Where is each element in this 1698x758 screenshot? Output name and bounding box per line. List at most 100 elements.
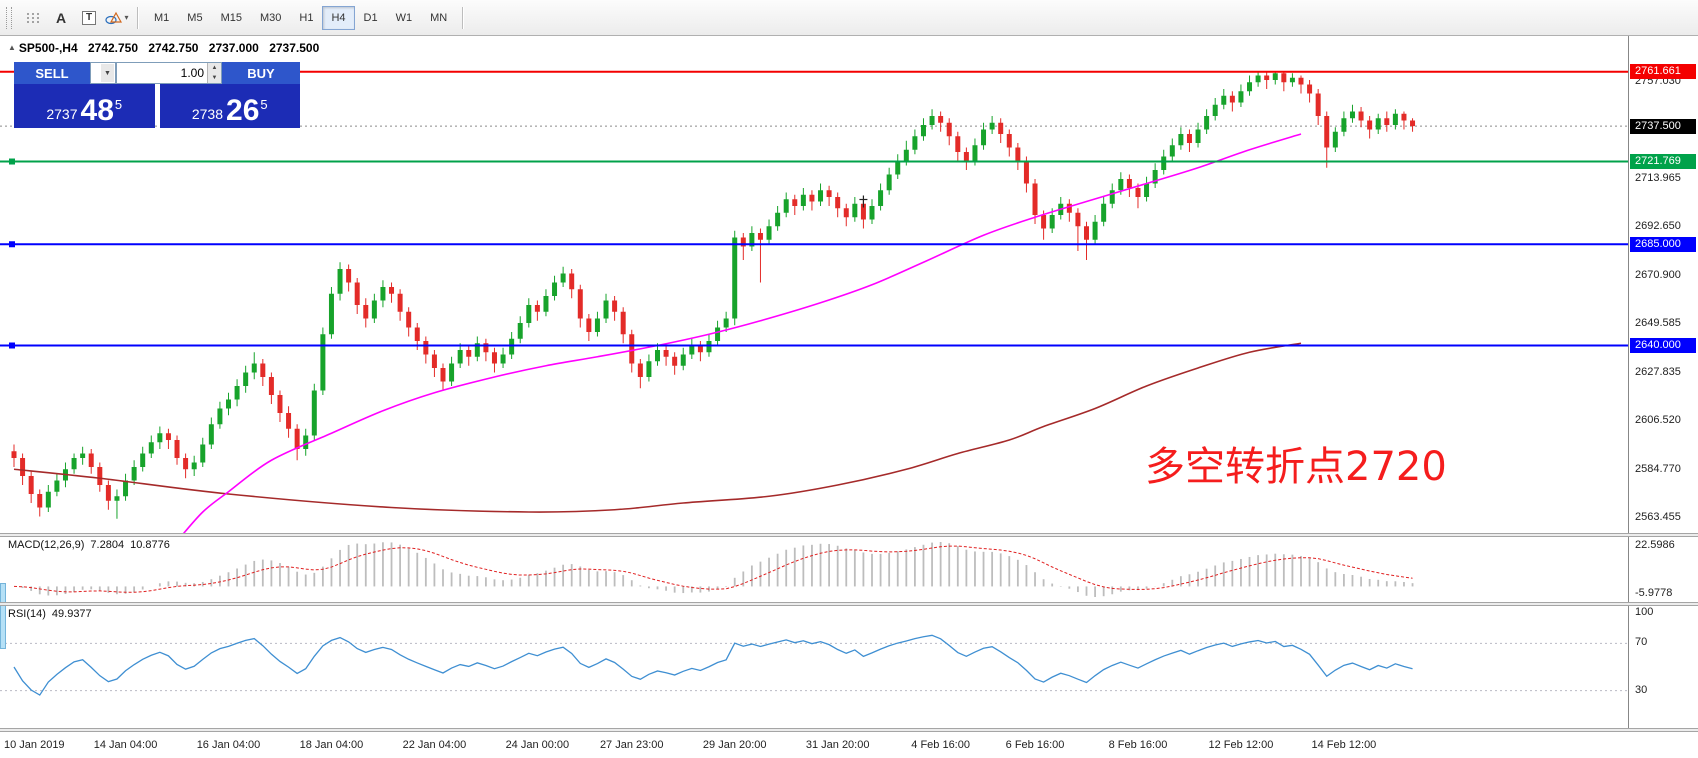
time-axis[interactable]: 10 Jan 2019 14 Jan 04:00 16 Jan 04:00 18 Ja… [0,732,1698,758]
toolbar-separator [137,6,139,29]
rsi-panel[interactable]: RSI(14) 49.9377 [0,606,1628,728]
price-axis-label: 2584.770 [1635,462,1681,475]
order-type-dropdown[interactable]: ▼ [90,62,116,84]
rsi-scale-label: 70 [1635,636,1648,649]
price-axis-label: 2606.520 [1635,413,1681,426]
toolbar: A T ▾ M1 M5 M15 M30 H1 H4 D1 W1 MN [0,0,1698,36]
price-badge: 2721.769 [1630,154,1696,170]
chevron-down-icon: ▾ [124,13,129,22]
bid-sup-digit: 5 [114,97,123,112]
macd-scale-label: 22.5986 [1635,539,1675,551]
price-scale-main: 2757.030 2713.965 2692.650 2670.900 2649.585… [1629,36,1698,533]
time-axis-label: 6 Feb 16:00 [1005,739,1065,751]
rsi-title: RSI(14) [8,608,46,620]
candlestick-plot[interactable] [0,36,1628,533]
time-axis-label: 29 Jan 20:00 [702,739,767,751]
price-axis-label: 2627.835 [1635,365,1681,378]
volume-field-wrap: ▲ ▼ [116,62,222,84]
time-axis-label: 18 Jan 04:00 [299,739,364,751]
toolbar-grip[interactable] [6,6,12,29]
price-scale[interactable]: 2757.030 2713.965 2692.650 2670.900 2649.585… [1628,36,1698,732]
time-axis-label: 10 Jan 2019 [4,739,65,751]
panel-splitter[interactable] [0,728,1698,732]
timeframe-button-m1[interactable]: M1 [154,11,170,24]
bid-big-digits: 48 [80,94,114,127]
volume-input[interactable] [117,63,207,83]
price-axis-label: 2563.455 [1635,510,1681,523]
chart-text-annotation: 多空转折点2720 [1145,444,1447,490]
shapes-button[interactable]: ▾ [103,5,131,31]
ohlc-close: 2737.500 [269,41,320,55]
stepper-down-icon[interactable]: ▼ [207,73,221,83]
bid-quote-panel: 2737 48 5 [14,84,155,128]
sell-button[interactable]: SELL [14,62,90,84]
macd-panel[interactable]: MACD(12,26,9) 7.2804 10.8776 [0,537,1628,602]
ask-quote-panel: 2738 26 5 [159,84,300,128]
time-axis-label: 24 Jan 00:00 [505,739,570,751]
text-label-button[interactable]: T [75,5,103,31]
rsi-header: RSI(14) 49.9377 [8,608,98,620]
time-axis-label: 27 Jan 23:00 [599,739,664,751]
bid-prefix: 2737 [46,106,78,122]
price-scale-macd: 22.5986 -5.9778 [1629,537,1698,602]
time-axis-label: 12 Feb 12:00 [1208,739,1274,751]
rsi-scale-label: 30 [1635,683,1648,696]
timeframe-group: M1 M5 M15 M30 H1 H4 D1 W1 MN [145,5,456,30]
time-axis-label: 8 Feb 16:00 [1108,739,1168,751]
text-label-icon: T [81,10,97,25]
time-axis-label: 22 Jan 04:00 [402,739,467,751]
timeframe-button-w1[interactable]: W1 [395,11,413,24]
timeframe-button-m30[interactable]: M30 [259,11,282,24]
time-axis-label: 14 Jan 04:00 [93,739,158,751]
macd-plot[interactable] [0,537,1628,602]
grid-icon [27,12,39,23]
chart-header: ▲ SP500-,H4 2742.750 2742.750 2737.000 27… [8,41,319,55]
price-badge: 2761.661 [1630,64,1696,80]
panel-splitter[interactable] [0,602,1698,606]
timeframe-button-mn[interactable]: MN [430,11,448,24]
timeframe-button-d1[interactable]: D1 [363,11,378,24]
collapse-arrow-icon: ▲ [8,43,16,52]
grid-tool-button[interactable] [19,5,47,31]
panel-splitter[interactable] [0,533,1698,537]
price-badge: 2640.000 [1630,338,1696,353]
dropdown-caret-icon[interactable]: ▼ [101,64,114,82]
macd-main-value: 7.2804 [90,539,125,551]
price-scale-rsi: 100 70 30 [1629,606,1698,728]
ohlc-low: 2737.000 [208,41,259,55]
price-axis-label: 2649.585 [1635,316,1681,329]
ask-prefix: 2738 [191,106,224,122]
price-axis-label: 2670.900 [1635,268,1681,281]
time-axis-label: 4 Feb 16:00 [911,739,970,751]
stepper-up-icon[interactable]: ▲ [207,63,221,73]
timeframe-button-h1[interactable]: H1 [299,11,314,24]
toolbar-separator [462,6,465,29]
main-chart-panel[interactable]: ▲ SP500-,H4 2742.750 2742.750 2737.000 27… [0,36,1628,533]
timeframe-button-m5[interactable]: M5 [187,11,203,24]
price-badge: 2737.500 [1630,118,1696,134]
macd-signal-value: 10.8776 [130,539,170,551]
time-axis-label: 16 Jan 04:00 [196,739,261,751]
shapes-icon [105,11,123,24]
insert-text-button[interactable]: A [47,5,75,31]
macd-header: MACD(12,26,9) 7.2804 10.8776 [8,539,176,551]
buy-button[interactable]: BUY [222,62,300,84]
left-edge-artifact [0,583,6,649]
macd-scale-label: -5.9778 [1635,587,1673,599]
time-axis-label: 31 Jan 20:00 [805,739,870,751]
rsi-value: 49.9377 [51,608,92,620]
time-axis-label: 14 Feb 12:00 [1311,739,1377,751]
timeframe-button-h4[interactable]: H4 [322,5,355,30]
rsi-plot[interactable] [0,606,1628,728]
price-axis-label: 2713.965 [1635,172,1681,185]
timeframe-button-m15[interactable]: M15 [220,11,242,24]
ohlc-open: 2742.750 [87,41,139,55]
macd-title: MACD(12,26,9) [8,539,85,551]
insert-text-icon: A [55,9,67,26]
ask-sup-digit: 5 [260,97,268,112]
price-axis-label: 2692.650 [1635,220,1681,233]
ohlc-high: 2742.750 [148,41,199,55]
price-badge: 2685.000 [1630,236,1696,252]
